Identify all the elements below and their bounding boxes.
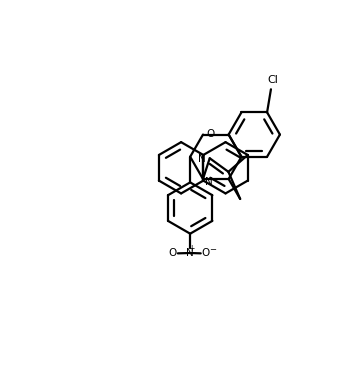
Text: Cl: Cl [267,75,278,85]
Text: +: + [188,244,195,253]
Text: O: O [202,248,210,258]
Text: O: O [206,129,214,138]
Text: N: N [198,154,206,164]
Text: O: O [169,248,177,258]
Text: N: N [205,177,213,187]
Text: −: − [210,245,217,254]
Text: N: N [186,248,194,258]
